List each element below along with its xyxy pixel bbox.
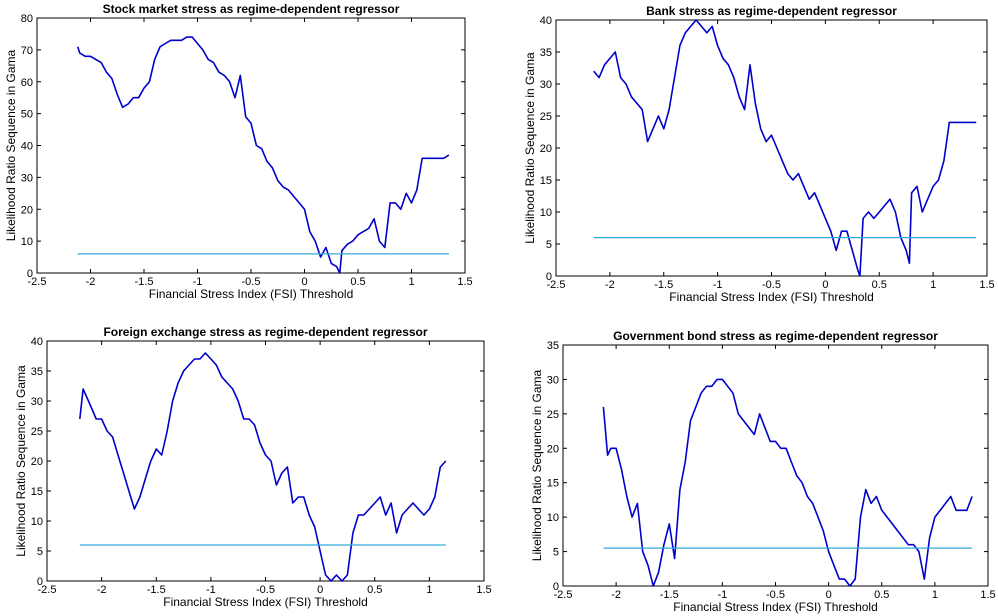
x-axis-label: Financial Stress Index (FSI) Threshold — [669, 290, 874, 304]
x-tick-label: -1 — [193, 276, 203, 288]
x-tick-label: 1 — [930, 279, 936, 291]
y-tick-label: 25 — [540, 111, 552, 123]
x-tick-label: -1 — [206, 584, 216, 596]
y-tick-label: 5 — [37, 546, 43, 558]
x-tick-label: 0 — [317, 584, 323, 596]
chart-panel-4: -2.5 -2 -1.5 -1 -0.5 0 0.5 1 1.5 0 5 10 15 20 25 30 35 Go… — [530, 329, 996, 614]
series-line-likelihood-ratio — [602, 378, 973, 587]
y-tick-label: 15 — [31, 486, 43, 498]
y-tick-label: 25 — [547, 409, 559, 421]
y-tick-label: 25 — [31, 426, 43, 438]
x-tick-label: -1.5 — [660, 589, 679, 601]
series-line-likelihood-ratio — [76, 36, 450, 274]
x-axis-label: Financial Stress Index (FSI) Threshold — [149, 287, 354, 301]
plot-frame — [36, 17, 466, 274]
y-tick-label: 20 — [31, 456, 43, 468]
chart-title: Bank stress as regime-dependent regresso… — [646, 4, 897, 18]
y-tick-label: 10 — [540, 207, 552, 219]
plot-frame — [555, 19, 988, 277]
x-tick-label: 1 — [408, 276, 414, 288]
y-tick-label: 20 — [540, 143, 552, 155]
chart-title: Government bond stress as regime-depende… — [613, 329, 938, 343]
x-tick-label: 0.5 — [872, 279, 887, 291]
y-axis-label: Likelihood Ratio Sequence in Gama — [4, 49, 18, 241]
chart-title: Foreign exchange stress as regime-depend… — [103, 325, 427, 339]
y-tick-label: 80 — [21, 13, 33, 25]
y-tick-label: 40 — [21, 141, 33, 153]
chart-title: Stock market stress as regime-dependent … — [103, 2, 400, 16]
y-axis-label: Likelihood Ratio Sequence in Gama — [523, 52, 537, 244]
y-tick-label: 10 — [31, 516, 43, 528]
y-tick-label: 5 — [553, 547, 559, 559]
y-tick-label: 35 — [547, 340, 559, 352]
x-tick-label: -2 — [605, 279, 615, 291]
chart-panel-3: -2.5 -2 -1.5 -1 -0.5 0 0.5 1 1.5 0 5 10 15 20 25 30 35 40… — [14, 325, 492, 609]
chart-panel-1: -2.5 -2 -1.5 -1 -0.5 0 0.5 1 1.5 0 10 20 30 40 50 60 70 8… — [4, 2, 473, 301]
x-tick-label: -1 — [717, 589, 727, 601]
y-tick-label: 0 — [37, 576, 43, 588]
y-axis-label: Likelihood Ratio Sequence in Gama — [530, 369, 544, 561]
plot-frame — [562, 344, 989, 587]
y-tick-label: 35 — [31, 366, 43, 378]
x-tick-label: 0.5 — [350, 276, 365, 288]
y-tick-label: 20 — [547, 443, 559, 455]
x-tick-label: 1 — [426, 584, 432, 596]
x-tick-label: -2.5 — [547, 279, 566, 291]
y-tick-label: 30 — [21, 172, 33, 184]
x-tick-label: -1 — [713, 279, 723, 291]
y-tick-label: 40 — [540, 15, 552, 27]
chart-panel-2: -2.5 -2 -1.5 -1 -0.5 0 0.5 1 1.5 0 5 10 15 20 25 30 35 40… — [523, 4, 995, 304]
x-tick-label: -2.5 — [38, 584, 57, 596]
x-tick-label: -2.5 — [28, 276, 47, 288]
series-line-likelihood-ratio — [79, 352, 447, 582]
x-tick-label: 0.5 — [367, 584, 382, 596]
x-tick-label: 1 — [932, 589, 938, 601]
x-tick-label: -2.5 — [554, 589, 573, 601]
x-tick-label: -2 — [97, 584, 107, 596]
y-tick-label: 35 — [540, 47, 552, 59]
y-tick-label: 30 — [540, 79, 552, 91]
x-tick-label: -1.5 — [135, 276, 154, 288]
x-tick-label: -0.5 — [762, 279, 781, 291]
x-tick-label: 0 — [822, 279, 828, 291]
x-tick-label: -0.5 — [256, 584, 275, 596]
y-tick-label: 20 — [21, 204, 33, 216]
y-tick-label: 60 — [21, 77, 33, 89]
x-axis-label: Financial Stress Index (FSI) Threshold — [673, 600, 878, 614]
y-tick-label: 40 — [31, 336, 43, 348]
x-tick-label: 0 — [301, 276, 307, 288]
y-tick-label: 15 — [540, 175, 552, 187]
x-tick-label: -0.5 — [766, 589, 785, 601]
x-tick-label: 0.5 — [874, 589, 889, 601]
y-tick-label: 0 — [553, 581, 559, 593]
x-tick-label: 1.5 — [457, 276, 472, 288]
x-tick-label: 1.5 — [476, 584, 491, 596]
x-tick-label: -2 — [611, 589, 621, 601]
x-tick-label: 1.5 — [979, 279, 994, 291]
y-tick-label: 5 — [546, 239, 552, 251]
x-tick-label: -1.5 — [654, 279, 673, 291]
y-tick-label: 0 — [27, 268, 33, 280]
x-tick-label: -0.5 — [242, 276, 261, 288]
y-tick-label: 15 — [547, 478, 559, 490]
y-tick-label: 10 — [547, 512, 559, 524]
y-tick-label: 10 — [21, 236, 33, 248]
y-axis-label: Likelihood Ratio Sequence in Gama — [14, 365, 28, 557]
x-tick-label: -2 — [86, 276, 96, 288]
y-tick-label: 30 — [31, 396, 43, 408]
y-tick-label: 30 — [547, 374, 559, 386]
x-tick-label: -1.5 — [147, 584, 166, 596]
x-tick-label: 0 — [826, 589, 832, 601]
x-tick-label: 1.5 — [980, 589, 995, 601]
x-axis-label: Financial Stress Index (FSI) Threshold — [163, 595, 368, 609]
series-line-likelihood-ratio — [593, 19, 977, 277]
y-tick-label: 70 — [21, 45, 33, 57]
y-tick-label: 50 — [21, 109, 33, 121]
y-tick-label: 0 — [546, 271, 552, 283]
